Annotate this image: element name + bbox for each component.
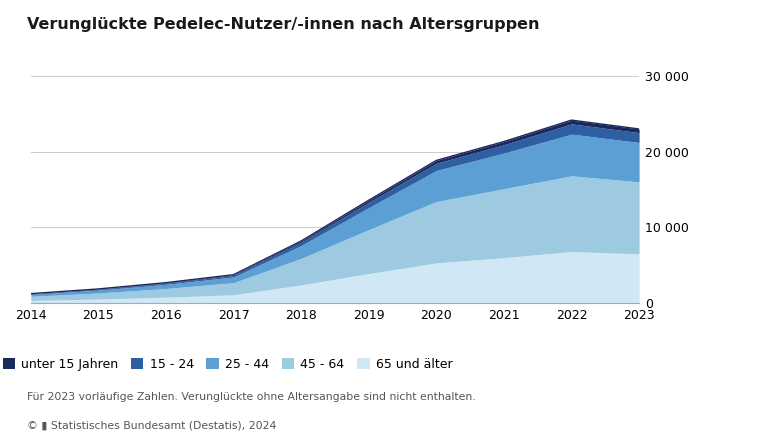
Legend: unter 15 Jahren, 15 - 24, 25 - 44, 45 - 64, 65 und älter: unter 15 Jahren, 15 - 24, 25 - 44, 45 - …: [0, 353, 457, 376]
Text: © ▮ Statistisches Bundesamt (Destatis), 2024: © ▮ Statistisches Bundesamt (Destatis), …: [27, 420, 276, 430]
Text: Verunglückte Pedelec-Nutzer/-innen nach Altersgruppen: Verunglückte Pedelec-Nutzer/-innen nach …: [27, 17, 540, 32]
Text: Für 2023 vorläufige Zahlen. Verunglückte ohne Altersangabe sind nicht enthalten.: Für 2023 vorläufige Zahlen. Verunglückte…: [27, 392, 476, 402]
